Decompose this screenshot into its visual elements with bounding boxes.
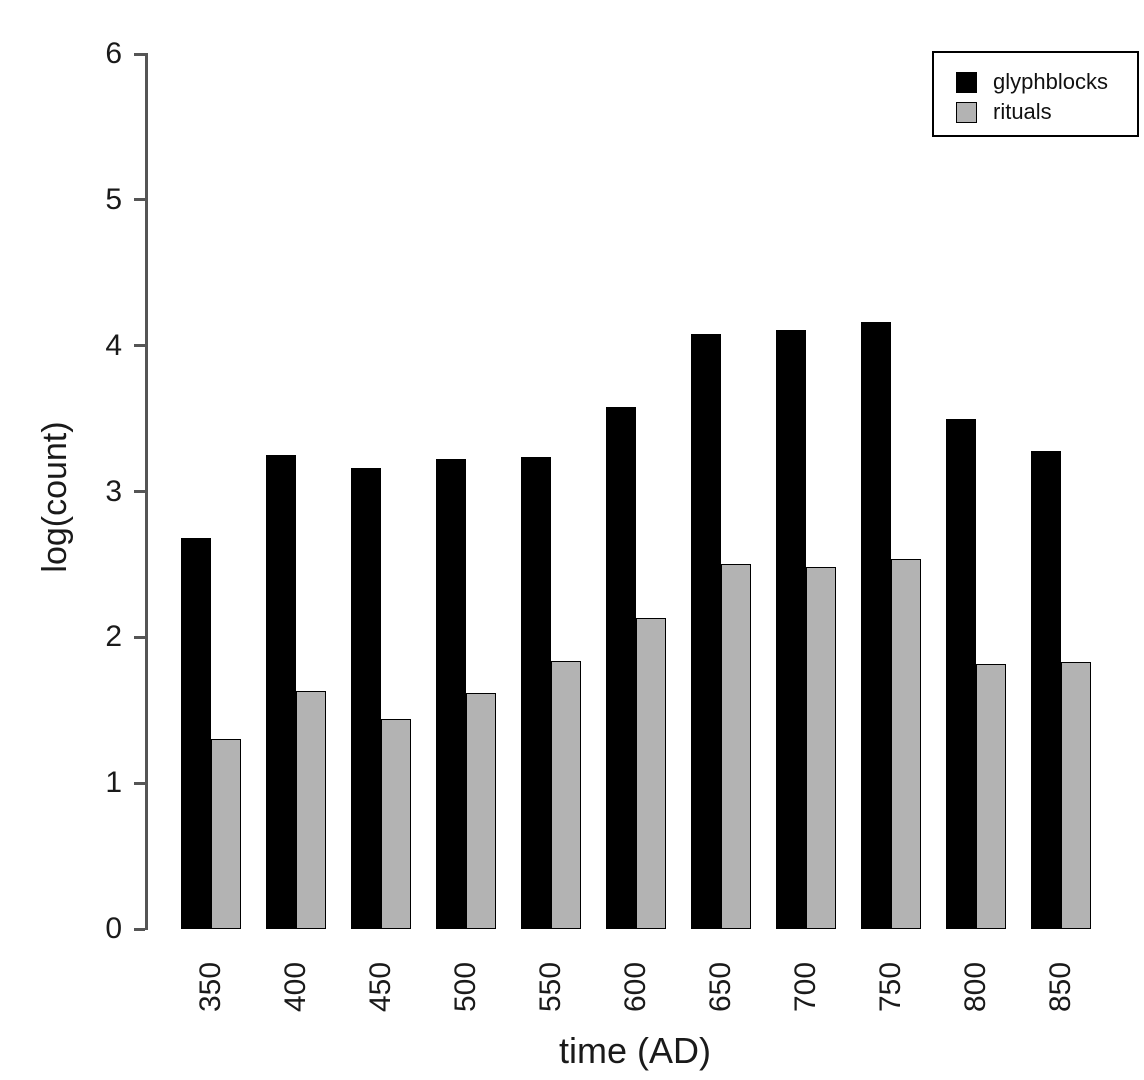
- x-tick-label-850: 850: [1044, 961, 1077, 1013]
- y-tick-mark: [134, 198, 145, 202]
- y-tick-label: 4: [105, 328, 122, 362]
- x-tick-label-650: 650: [704, 961, 737, 1013]
- plot-area: [147, 54, 1144, 929]
- y-tick-mark: [134, 635, 145, 639]
- y-tick-mark: [134, 927, 145, 931]
- bar-rituals-800: [976, 663, 1006, 929]
- bar-rituals-850: [1061, 662, 1091, 929]
- y-tick-mark: [134, 781, 145, 785]
- legend-label: rituals: [993, 99, 1052, 124]
- y-axis-label: log(count): [36, 421, 74, 573]
- y-tick-label: 0: [105, 912, 122, 945]
- y-tick-label: 5: [105, 182, 122, 216]
- glyphblocks-swatch-icon: [956, 71, 977, 93]
- x-tick-label-400: 400: [279, 961, 312, 1013]
- bar-glyphblocks-700: [776, 329, 806, 929]
- bar-glyphblocks-400: [266, 455, 296, 929]
- y-tick-label: 1: [105, 766, 122, 800]
- legend-item-rituals: rituals: [956, 97, 1137, 127]
- x-tick-label-450: 450: [364, 961, 397, 1013]
- x-tick-label-800: 800: [959, 961, 992, 1013]
- bar-rituals-700: [806, 567, 836, 929]
- bar-rituals-750: [891, 558, 921, 929]
- y-tick-label: 2: [105, 620, 122, 654]
- y-tick-label: 6: [105, 37, 122, 70]
- bar-glyphblocks-850: [1031, 450, 1061, 929]
- bar-rituals-500: [466, 692, 496, 929]
- bar-rituals-550: [551, 660, 581, 929]
- x-axis-label: time (AD): [559, 1030, 711, 1071]
- bar-glyphblocks-800: [946, 418, 976, 929]
- bar-glyphblocks-350: [181, 538, 211, 929]
- x-tick-label-550: 550: [534, 961, 567, 1013]
- bar-rituals-350: [211, 739, 241, 929]
- y-tick-mark: [134, 490, 145, 493]
- x-tick-label-350: 350: [194, 961, 227, 1013]
- bar-glyphblocks-600: [606, 406, 636, 929]
- y-tick-label: 3: [105, 474, 122, 508]
- y-axis-line: [145, 53, 148, 930]
- y-tick-mark: [134, 52, 145, 56]
- y-tick-mark: [134, 344, 145, 348]
- bar-glyphblocks-450: [351, 468, 381, 929]
- bar-rituals-450: [381, 719, 411, 929]
- legend-item-glyphblocks: glyphblocks: [956, 67, 1137, 97]
- bar-glyphblocks-550: [521, 456, 551, 929]
- bar-glyphblocks-750: [861, 322, 891, 929]
- legend-label: glyphblocks: [993, 69, 1108, 94]
- x-tick-label-500: 500: [449, 961, 482, 1013]
- x-tick-label-700: 700: [789, 961, 822, 1013]
- bar-glyphblocks-500: [436, 459, 466, 929]
- bar-glyphblocks-650: [691, 334, 721, 929]
- x-tick-label-600: 600: [619, 961, 652, 1013]
- bar-rituals-600: [636, 618, 666, 929]
- bar-rituals-400: [296, 691, 326, 929]
- x-tick-label-750: 750: [874, 961, 907, 1013]
- rituals-swatch-icon: [956, 101, 977, 123]
- legend: glyphblocks rituals: [932, 51, 1139, 137]
- bar-rituals-650: [721, 564, 751, 929]
